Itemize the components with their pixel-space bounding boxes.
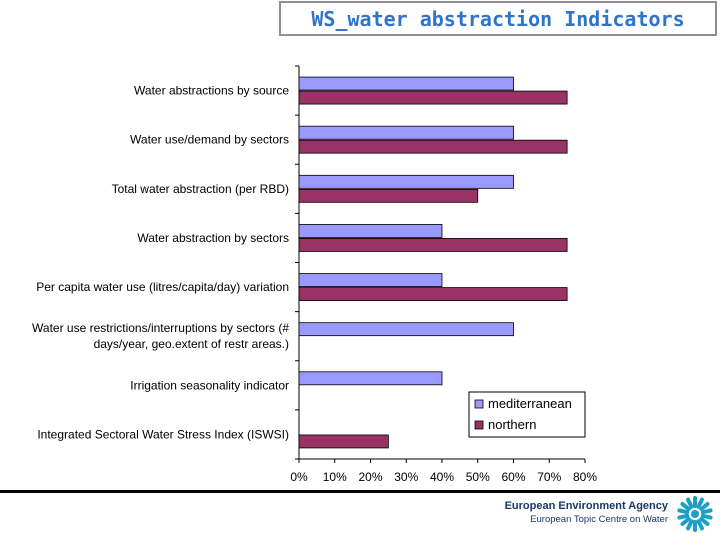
topic-centre-name: European Topic Centre on Water [530, 514, 668, 525]
footer-branding: European Environment Agency European Top… [505, 500, 668, 526]
bar-northern [298, 139, 568, 154]
x-tick-label: 10% [323, 470, 347, 484]
legend-label-mediterranean: mediterranean [488, 396, 572, 411]
bar-northern [298, 90, 568, 105]
logo-ray [686, 497, 694, 509]
category-label: Water abstraction by sectors [137, 231, 289, 245]
category-label-line: Integrated Sectoral Water Stress Index (… [37, 427, 289, 441]
category-label: Total water abstraction (per RBD) [112, 182, 289, 196]
bar-mediterranean [298, 322, 514, 337]
x-tick-label: 80% [573, 470, 597, 484]
logo-ray [699, 516, 710, 526]
x-tick-label: 60% [501, 470, 525, 484]
logo-ray [699, 502, 710, 512]
bar-mediterranean [298, 224, 443, 238]
bar-mediterranean [298, 371, 443, 386]
bar-northern [298, 434, 389, 449]
logo-ray [677, 513, 690, 520]
logo-ray [700, 513, 713, 520]
bar-mediterranean [298, 76, 514, 91]
category-label-line: Total water abstraction (per RBD) [112, 182, 289, 196]
category-label-line: Irrigation seasonality indicator [130, 378, 289, 392]
footer-divider [0, 490, 720, 493]
category-label-line: Water use restrictions/interruptions by … [32, 321, 289, 335]
logo-ray [696, 519, 704, 531]
legend-swatch-northern [474, 420, 484, 430]
bar-northern [298, 238, 568, 252]
legend-label-northern: northern [488, 417, 536, 432]
x-tick-label: 20% [358, 470, 382, 484]
title-box: WS_water abstraction Indicators [279, 1, 717, 36]
legend-box [468, 391, 586, 438]
logo-ray [700, 508, 713, 515]
category-label-line: days/year, geo.extent of restr areas.) [94, 337, 289, 351]
logo-ray [696, 497, 704, 509]
bar-chart: 0% 10% 20% 30% 40% 50% 60% 70% 80% Water abstract… [32, 65, 597, 484]
category-label-line: Water abstraction by sectors [137, 231, 289, 245]
logo-ray [693, 496, 697, 508]
x-tick-label: 50% [466, 470, 490, 484]
bar-northern [298, 287, 568, 301]
slide-title: WS_water abstraction Indicators [311, 6, 685, 31]
category-label: Integrated Sectoral Water Stress Index (… [37, 427, 289, 441]
category-label-line: Water abstractions by source [134, 84, 289, 98]
category-label: Per capita water use (litres/capita/day)… [36, 280, 289, 294]
x-tick-label: 30% [394, 470, 418, 484]
bar-mediterranean [298, 174, 514, 189]
bar-mediterranean [298, 273, 443, 287]
category-label-line: Water use/demand by sectors [130, 133, 289, 147]
category-label: Irrigation seasonality indicator [130, 378, 289, 392]
x-tick-label: 40% [430, 470, 454, 484]
logo-ray [677, 508, 690, 515]
agency-name: European Environment Agency [504, 500, 668, 512]
legend-swatch-mediterranean [474, 399, 484, 409]
x-tick-label: 70% [537, 470, 561, 484]
logo-ray [693, 520, 697, 532]
x-tick-label: 0% [290, 470, 308, 484]
logo-ray [686, 519, 694, 531]
bar-mediterranean [298, 125, 514, 140]
eea-logo-icon [677, 496, 713, 532]
bar-northern [298, 188, 479, 203]
category-label: Water use restrictions/interruptions by … [32, 321, 289, 351]
category-label-line: Per capita water use (litres/capita/day)… [36, 280, 289, 294]
category-label: Water use/demand by sectors [130, 133, 289, 147]
category-label: Water abstractions by source [134, 84, 289, 98]
logo-ray [680, 516, 691, 526]
logo-ray [680, 502, 691, 512]
